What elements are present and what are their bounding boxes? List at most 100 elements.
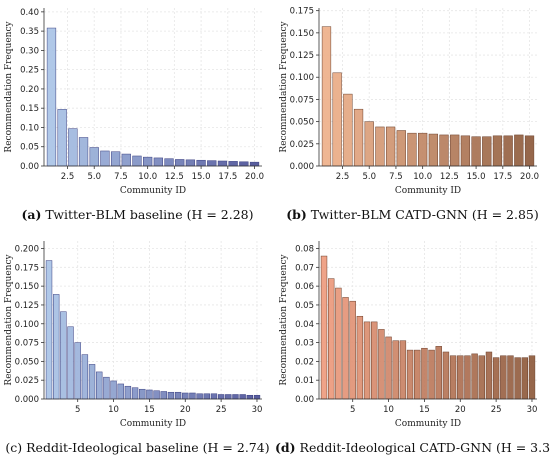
bar xyxy=(53,294,60,400)
bar xyxy=(378,329,385,400)
caption-b-text: Twitter-BLM CATD-GNN (H = 2.85) xyxy=(306,207,539,222)
bar xyxy=(492,357,500,400)
y-tick-label: 0.025 xyxy=(15,376,39,386)
bar xyxy=(399,340,407,400)
bar xyxy=(406,349,414,400)
bar xyxy=(74,342,81,400)
x-tick-label: 7.5 xyxy=(114,172,128,182)
y-tick-label: 0.175 xyxy=(15,263,39,273)
bar xyxy=(121,153,131,167)
y-tick-label: 0.02 xyxy=(295,357,314,367)
y-tick-label: 0.05 xyxy=(20,143,39,153)
bar xyxy=(407,132,417,167)
bar xyxy=(185,159,196,167)
caption-d-text: Reddit-Ideological CATD-GNN (H = 3.32) xyxy=(295,440,550,455)
bar xyxy=(88,364,96,400)
bar xyxy=(217,160,228,167)
bar xyxy=(117,383,124,400)
y-tick-label: 0.000 xyxy=(15,395,39,405)
bar xyxy=(356,315,364,400)
bar xyxy=(132,155,142,167)
bar xyxy=(471,353,478,400)
bar xyxy=(375,126,385,167)
bar xyxy=(57,109,67,167)
chart-a: 0.00 0.05 0.10 0.15 0.20 0.25 0.30 0.35 0.40 2.5 5… xyxy=(4,8,264,196)
bar xyxy=(507,355,514,400)
bar xyxy=(217,394,225,400)
y-tick-label: 0.01 xyxy=(295,376,314,386)
caption-c-letter: (c) xyxy=(5,440,23,455)
bar xyxy=(396,130,406,167)
bar xyxy=(385,126,396,167)
bar xyxy=(103,376,110,400)
x-tick-label: 5 xyxy=(350,405,355,415)
bar xyxy=(503,135,513,167)
bar xyxy=(485,351,493,400)
bar xyxy=(46,27,57,167)
caption-b: (b) Twitter-BLM CATD-GNN (H = 2.85) xyxy=(275,207,550,222)
bar xyxy=(414,349,421,400)
y-tick-label: 0.03 xyxy=(295,339,314,349)
x-tick-label: 2.5 xyxy=(336,172,350,182)
y-tick-label: 0.04 xyxy=(295,320,314,330)
caption-b-letter: (b) xyxy=(286,207,307,222)
y-tick-label: 0.000 xyxy=(290,162,314,172)
bar xyxy=(110,151,121,167)
x-tick-label: 15 xyxy=(419,405,430,415)
bar xyxy=(143,156,153,167)
y-axis-title: Recommendation Frequency xyxy=(4,254,14,386)
x-axis-title: Community ID xyxy=(395,419,461,429)
y-tick-label: 0.00 xyxy=(20,162,39,172)
caption-d-letter: (d) xyxy=(275,440,296,455)
x-axis-title: Community ID xyxy=(120,186,186,196)
y-tick-label: 0.07 xyxy=(295,263,314,273)
bar xyxy=(514,357,521,400)
bar xyxy=(524,135,535,167)
bar xyxy=(167,391,175,400)
panel-c: 0.000 0.025 0.050 0.075 0.100 0.125 0.150 0.175… xyxy=(0,233,275,466)
y-tick-label: 0.175 xyxy=(290,7,314,17)
bar xyxy=(418,132,428,167)
chart-b: 0.000 0.025 0.050 0.075 0.100 0.125 0.150 0.175… xyxy=(279,7,539,196)
x-tick-label: 20.0 xyxy=(520,172,539,182)
bar xyxy=(500,355,507,400)
chart-c: 0.000 0.025 0.050 0.075 0.100 0.125 0.150 0.175… xyxy=(4,241,262,429)
bar xyxy=(320,255,328,400)
bar xyxy=(342,297,349,400)
bar xyxy=(442,351,450,400)
bar xyxy=(110,380,117,400)
bar xyxy=(131,387,139,400)
bar xyxy=(249,161,260,167)
bar xyxy=(392,340,399,400)
y-tick-label: 0.10 xyxy=(20,123,39,133)
bar xyxy=(435,346,442,400)
bar xyxy=(175,159,185,167)
x-tick-label: 30 xyxy=(527,405,538,415)
x-tick-label: 5.0 xyxy=(362,172,376,182)
bar xyxy=(203,393,210,400)
y-tick-label: 0.05 xyxy=(295,301,314,311)
x-tick-label: 10 xyxy=(383,405,394,415)
bar xyxy=(332,72,342,167)
bar xyxy=(449,355,457,400)
bar xyxy=(67,326,74,400)
bar xyxy=(78,137,89,167)
bar xyxy=(225,394,232,400)
bar xyxy=(207,160,217,167)
x-tick-label: 20 xyxy=(455,405,466,415)
bar xyxy=(460,135,471,167)
bar xyxy=(343,93,353,167)
bar xyxy=(174,391,182,400)
bar xyxy=(253,394,261,400)
y-axis-title: Recommendation Frequency xyxy=(4,21,14,153)
bar xyxy=(96,371,103,400)
bar xyxy=(196,159,206,167)
bar xyxy=(146,389,153,400)
x-tick-label: 12.5 xyxy=(165,172,184,182)
bar xyxy=(210,393,218,400)
bar xyxy=(321,26,332,167)
bar xyxy=(228,161,238,167)
caption-d: (d) Reddit-Ideological CATD-GNN (H = 3.3… xyxy=(275,440,550,455)
x-axis-title: Community ID xyxy=(120,419,186,429)
